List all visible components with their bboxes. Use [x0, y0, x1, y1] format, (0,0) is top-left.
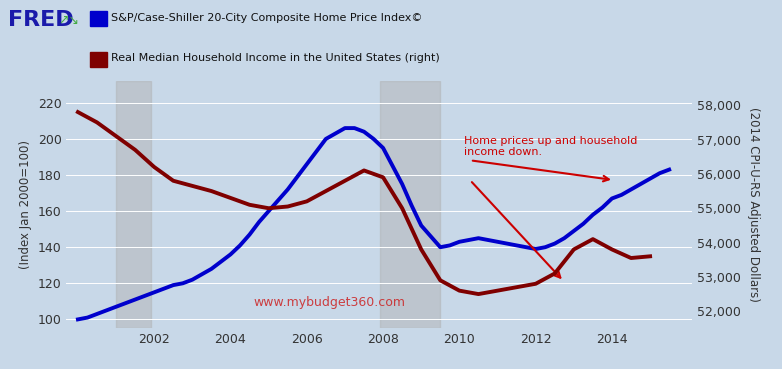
Bar	[380, 81, 440, 328]
Y-axis label: (Index Jan 2000=100): (Index Jan 2000=100)	[20, 140, 32, 269]
Bar	[116, 81, 151, 328]
Bar	[90, 11, 107, 26]
Bar	[90, 52, 107, 66]
Text: Home prices up and household
income down.: Home prices up and household income down…	[464, 135, 637, 157]
Text: www.mybudget360.com: www.mybudget360.com	[253, 296, 405, 309]
Text: ↗↘: ↗↘	[59, 14, 80, 27]
Text: Real Median Household Income in the United States (right): Real Median Household Income in the Unit…	[111, 54, 439, 63]
Text: FRED: FRED	[8, 10, 74, 30]
Text: S&P/Case-Shiller 20-City Composite Home Price Index©: S&P/Case-Shiller 20-City Composite Home …	[111, 13, 422, 23]
Y-axis label: (2014 CPI-U-RS Adjusted Dollars): (2014 CPI-U-RS Adjusted Dollars)	[748, 107, 760, 302]
